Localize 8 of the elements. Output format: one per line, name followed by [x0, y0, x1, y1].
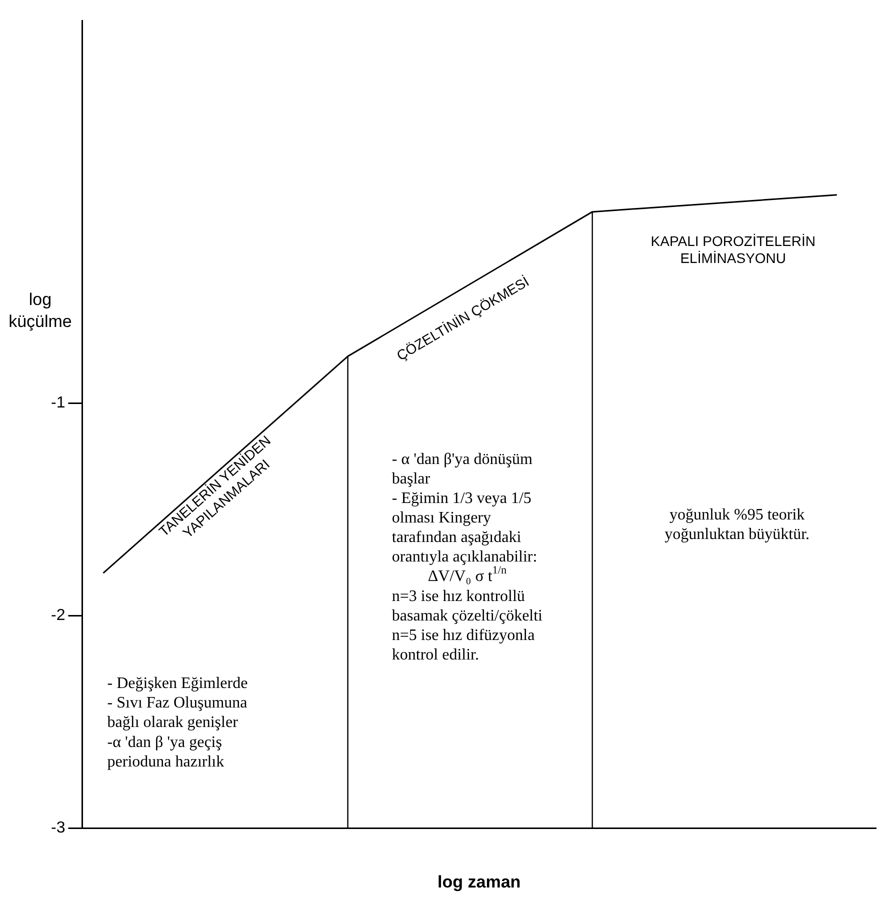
y-tick-label: -1: [50, 394, 66, 412]
annotation: - Değişken Eğimlerde - Sıvı Faz Oluşumuna bağlı olarak genişler -α 'dan β 'ya geçiş perioduna hazırlık: [107, 675, 248, 770]
annotation: KAPALI POROZİTELERİN ELİMİNASYONU: [650, 233, 816, 266]
y-axis-title: log küçülme: [8, 290, 72, 331]
annotation: yoğunluk %95 teorik yoğunluktan büyüktür.: [664, 506, 810, 544]
x-axis-title: log zaman: [438, 872, 521, 892]
y-tick-label: -3: [50, 819, 66, 836]
y-tick-label: -2: [50, 606, 66, 624]
